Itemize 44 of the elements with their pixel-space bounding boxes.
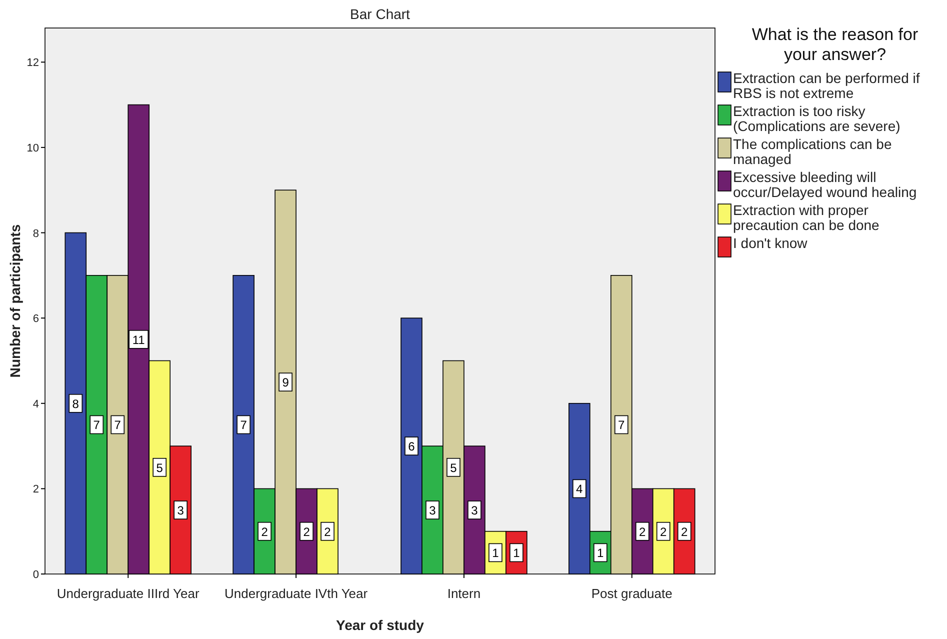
- data-label: 7: [93, 418, 100, 432]
- data-label: 8: [72, 396, 80, 411]
- data-label: 3: [429, 504, 436, 518]
- x-tick-label: Post graduate: [591, 586, 672, 601]
- x-tick-label: Intern: [447, 586, 481, 601]
- y-tick-label: 2: [32, 484, 39, 496]
- y-axis-title: Number of participants: [7, 224, 23, 378]
- legend-label: Extraction can be performed if RBS is not extreme: [733, 70, 920, 101]
- chart-title: Bar Chart: [350, 6, 410, 22]
- data-label: 2: [261, 524, 268, 539]
- data-label: 6: [408, 440, 416, 454]
- data-label: 2: [324, 524, 332, 539]
- legend-label: Extraction is too risky (Complications are severe): [733, 103, 900, 134]
- data-label: 11: [132, 332, 146, 347]
- data-label: 2: [639, 524, 646, 539]
- data-label: 5: [450, 460, 458, 475]
- y-tick-label: 6: [32, 313, 39, 326]
- y-tick-label: 12: [26, 57, 39, 70]
- legend-title: What is the reason for your answer?: [752, 25, 918, 64]
- data-label: 2: [660, 524, 668, 539]
- legend-label: Excessive bleeding will occur/Delayed wound healing: [733, 169, 917, 200]
- data-label: 1: [492, 546, 500, 560]
- x-axis-title: Year of study: [336, 617, 424, 633]
- legend-label: The complications can be managed: [733, 136, 892, 167]
- data-label: 2: [303, 524, 310, 539]
- data-label: 7: [114, 418, 122, 432]
- data-label: 2: [681, 524, 688, 539]
- legend-label: I don't know: [733, 235, 808, 251]
- y-tick-label: 4: [32, 398, 39, 410]
- data-label: 5: [156, 460, 164, 475]
- data-label: 7: [618, 418, 626, 432]
- data-label: 9: [282, 376, 290, 390]
- x-tick-label: Undergraduate IIIrd Year: [56, 586, 200, 601]
- y-tick-label: 8: [32, 228, 39, 240]
- data-label: 7: [240, 418, 248, 432]
- x-tick-label: Undergraduate IVth Year: [224, 586, 368, 601]
- legend-label: Extraction with proper precaution can be done: [733, 202, 880, 233]
- y-tick-label: 10: [26, 142, 39, 154]
- data-label: 1: [513, 546, 520, 560]
- data-label: 1: [597, 546, 604, 560]
- data-label: 4: [576, 482, 584, 496]
- y-tick-label: 0: [32, 569, 39, 581]
- data-label: 3: [177, 504, 184, 518]
- data-label: 3: [471, 504, 478, 518]
